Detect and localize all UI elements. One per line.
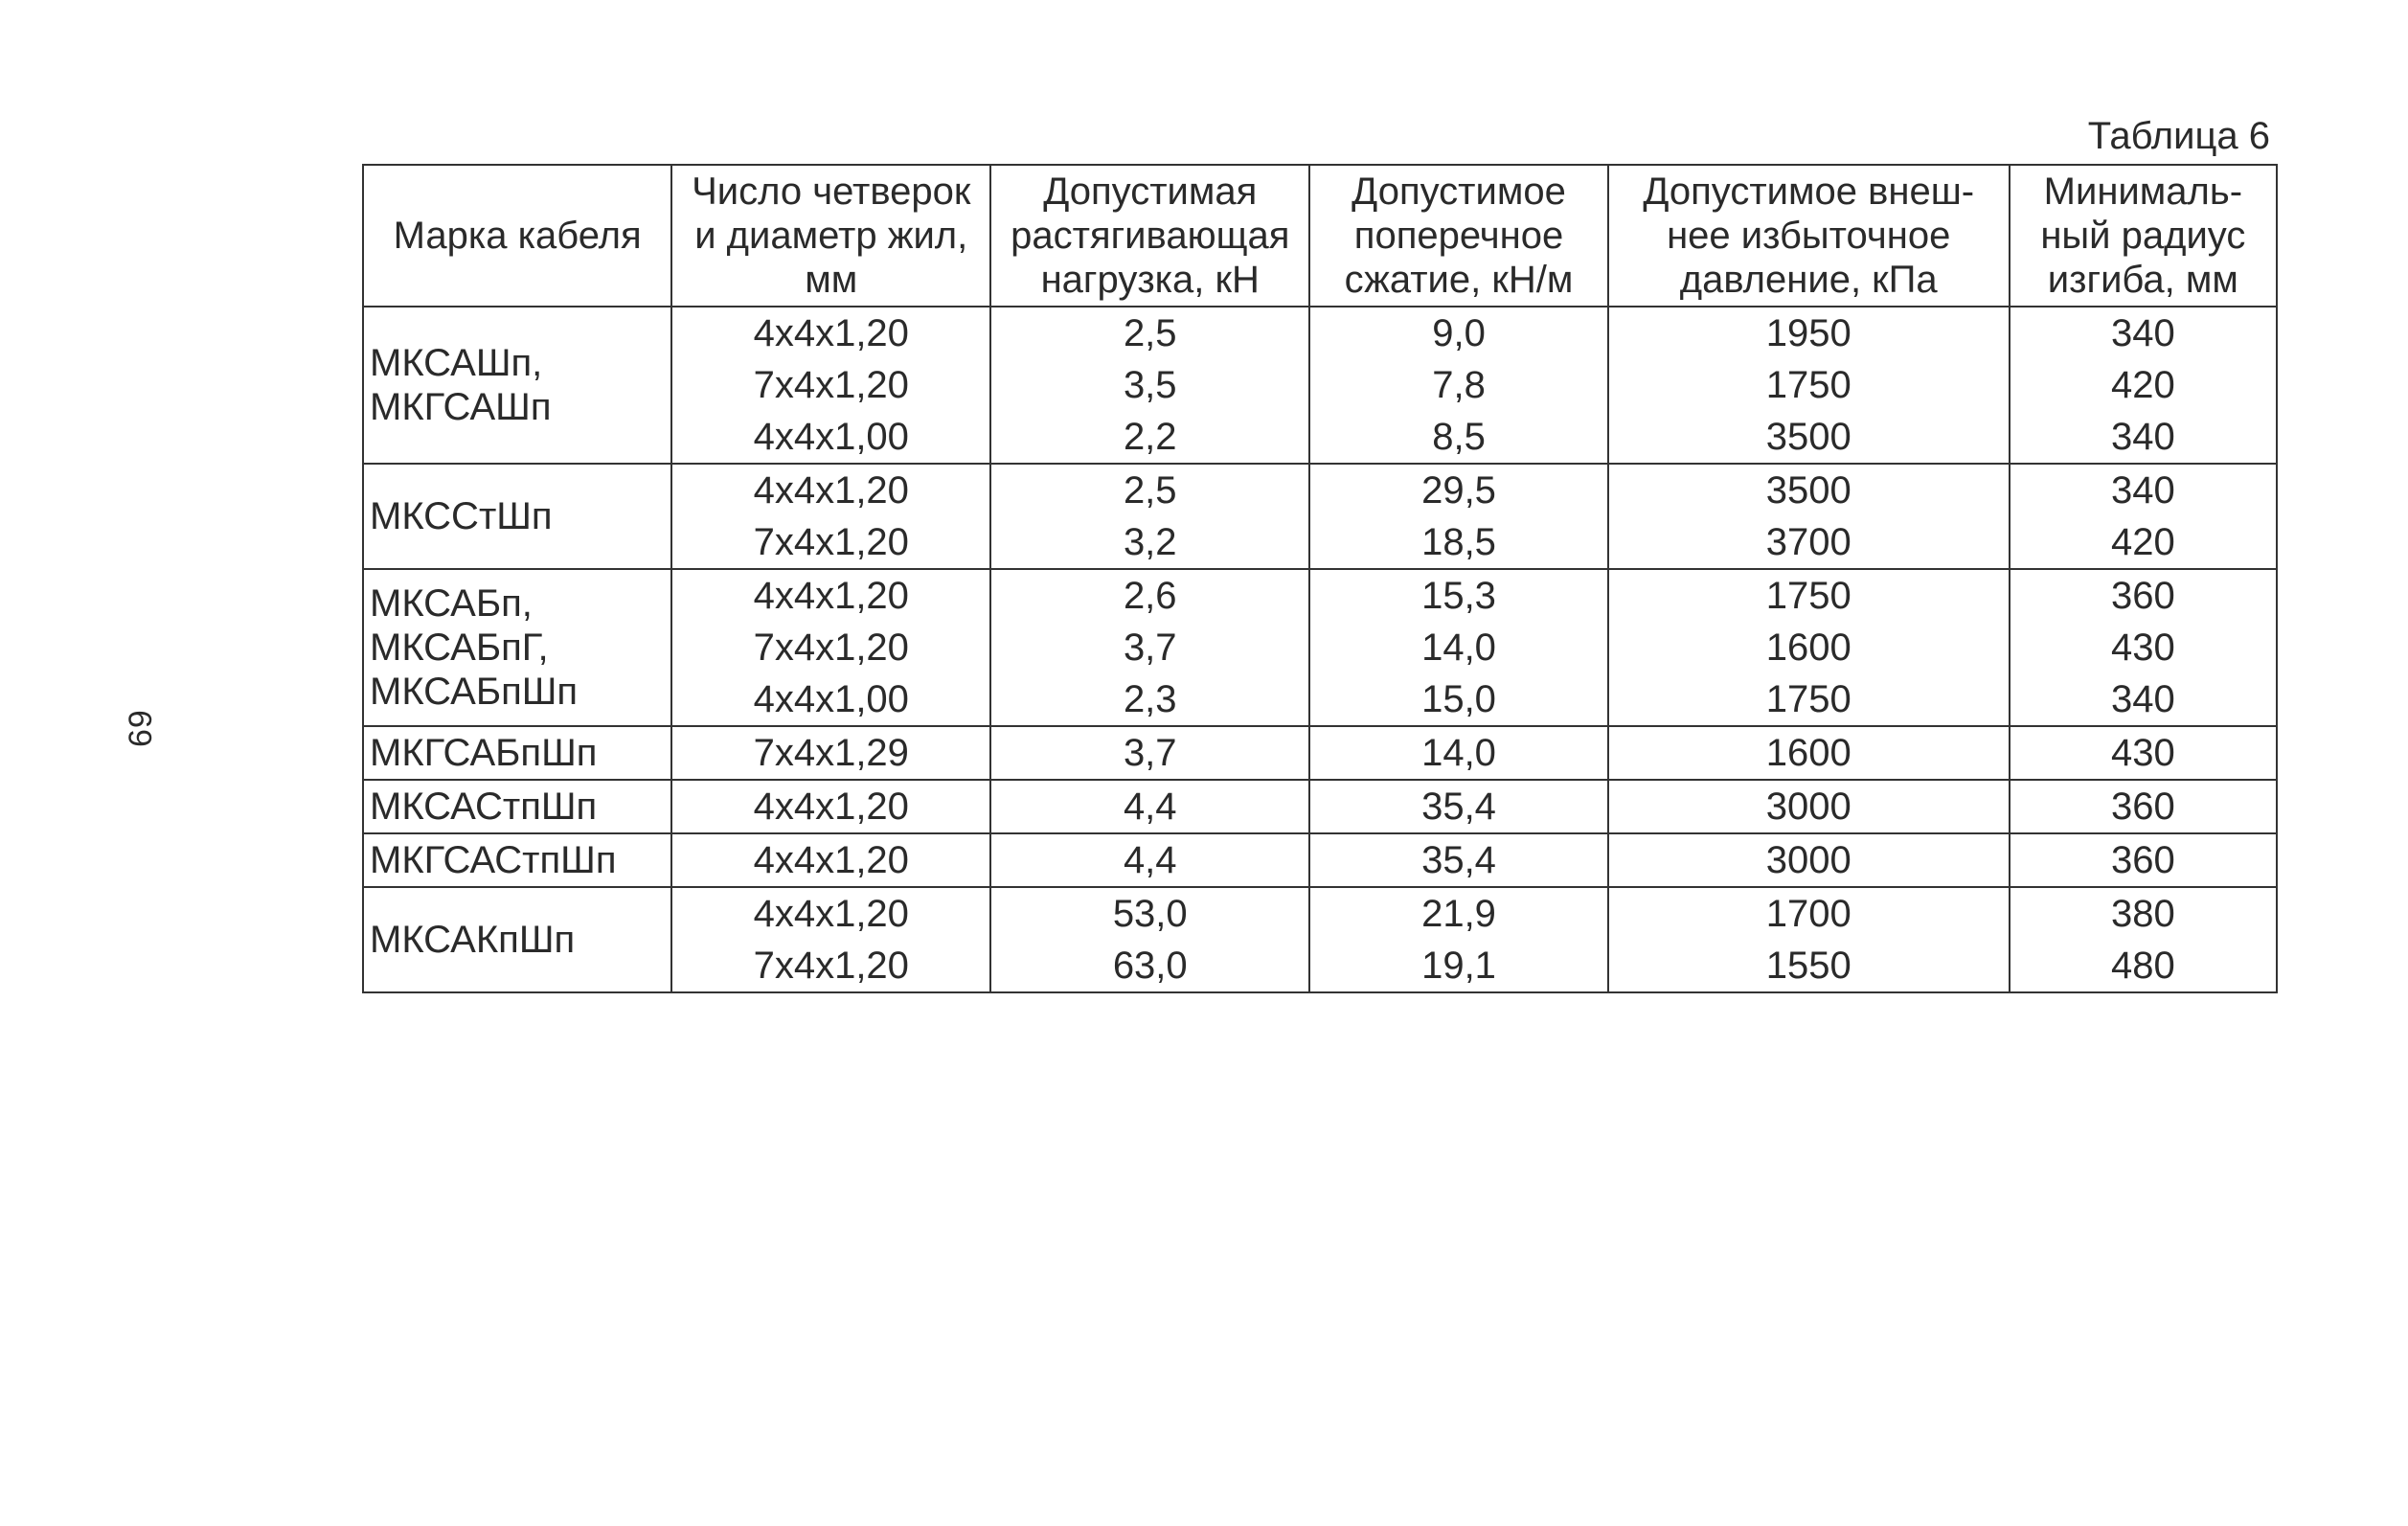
radius-cell: 420 [2010, 516, 2277, 569]
tensile-cell: 2,5 [990, 464, 1309, 516]
pressure-cell: 1550 [1608, 940, 2010, 992]
dia-cell: 4х4х1,20 [671, 887, 990, 940]
brand-cell: МКГСАСтпШп [363, 833, 671, 887]
pressure-cell: 1950 [1608, 307, 2010, 359]
pressure-cell: 1700 [1608, 887, 2010, 940]
brand-cell: МКСАКпШп [363, 887, 671, 992]
pressure-cell: 3000 [1608, 833, 2010, 887]
radius-cell: 340 [2010, 464, 2277, 516]
dia-cell: 7х4х1,29 [671, 726, 990, 780]
table-body: МКСАШп, МКГСАШп 4х4х1,20 2,5 9,0 1950 34… [363, 307, 2277, 992]
tensile-cell: 3,5 [990, 359, 1309, 411]
table-caption: Таблица 6 [362, 115, 2270, 158]
radius-cell: 340 [2010, 307, 2277, 359]
tensile-cell: 3,7 [990, 622, 1309, 673]
radius-cell: 360 [2010, 833, 2277, 887]
table-row: МКСАКпШп 4х4х1,20 53,0 21,9 1700 380 [363, 887, 2277, 940]
dia-cell: 4х4х1,20 [671, 780, 990, 833]
tensile-cell: 4,4 [990, 833, 1309, 887]
compress-cell: 19,1 [1309, 940, 1608, 992]
dia-cell: 4х4х1,00 [671, 411, 990, 464]
compress-cell: 35,4 [1309, 780, 1608, 833]
brand-cell: МКСАБп, МКСАБпГ, МКСАБпШп [363, 569, 671, 726]
col-header-brand: Марка кабеля [363, 165, 671, 307]
radius-cell: 430 [2010, 726, 2277, 780]
pressure-cell: 3500 [1608, 411, 2010, 464]
dia-cell: 4х4х1,20 [671, 464, 990, 516]
dia-cell: 7х4х1,20 [671, 516, 990, 569]
dia-cell: 4х4х1,20 [671, 307, 990, 359]
tensile-cell: 63,0 [990, 940, 1309, 992]
table-row: МКСАШп, МКГСАШп 4х4х1,20 2,5 9,0 1950 34… [363, 307, 2277, 359]
pressure-cell: 1750 [1608, 569, 2010, 622]
pressure-cell: 1600 [1608, 622, 2010, 673]
brand-cell: МКСАСтпШп [363, 780, 671, 833]
compress-cell: 15,0 [1309, 673, 1608, 726]
compress-cell: 7,8 [1309, 359, 1608, 411]
compress-cell: 14,0 [1309, 726, 1608, 780]
compress-cell: 21,9 [1309, 887, 1608, 940]
dia-cell: 4х4х1,00 [671, 673, 990, 726]
col-header-compress: Допустимое поперечное сжатие, кН/м [1309, 165, 1608, 307]
tensile-cell: 2,3 [990, 673, 1309, 726]
col-header-radius: Минималь- ный радиус изгиба, мм [2010, 165, 2277, 307]
tensile-cell: 2,2 [990, 411, 1309, 464]
compress-cell: 8,5 [1309, 411, 1608, 464]
page: 69 Таблица 6 Марка кабеля Число четверок… [0, 0, 2408, 1526]
radius-cell: 420 [2010, 359, 2277, 411]
col-header-tensile: Допустимая растягивающая нагрузка, кН [990, 165, 1309, 307]
tensile-cell: 4,4 [990, 780, 1309, 833]
dia-cell: 7х4х1,20 [671, 940, 990, 992]
radius-cell: 340 [2010, 673, 2277, 726]
pressure-cell: 3000 [1608, 780, 2010, 833]
dia-cell: 7х4х1,20 [671, 622, 990, 673]
compress-cell: 35,4 [1309, 833, 1608, 887]
dia-cell: 7х4х1,20 [671, 359, 990, 411]
compress-cell: 14,0 [1309, 622, 1608, 673]
pressure-cell: 1750 [1608, 359, 2010, 411]
table-row: МКГСАБпШп 7х4х1,29 3,7 14,0 1600 430 [363, 726, 2277, 780]
pressure-cell: 1600 [1608, 726, 2010, 780]
radius-cell: 380 [2010, 887, 2277, 940]
pressure-cell: 3500 [1608, 464, 2010, 516]
compress-cell: 15,3 [1309, 569, 1608, 622]
dia-cell: 4х4х1,20 [671, 833, 990, 887]
table-header-row: Марка кабеля Число четверок и диаметр жи… [363, 165, 2277, 307]
tensile-cell: 2,5 [990, 307, 1309, 359]
pressure-cell: 3700 [1608, 516, 2010, 569]
tensile-cell: 3,2 [990, 516, 1309, 569]
pressure-cell: 1750 [1608, 673, 2010, 726]
radius-cell: 340 [2010, 411, 2277, 464]
brand-cell: МКСАШп, МКГСАШп [363, 307, 671, 464]
page-number: 69 [123, 709, 160, 747]
tensile-cell: 3,7 [990, 726, 1309, 780]
compress-cell: 9,0 [1309, 307, 1608, 359]
tensile-cell: 53,0 [990, 887, 1309, 940]
table-row: МКССтШп 4х4х1,20 2,5 29,5 3500 340 [363, 464, 2277, 516]
table-row: МКСАСтпШп 4х4х1,20 4,4 35,4 3000 360 [363, 780, 2277, 833]
table-row: МКГСАСтпШп 4х4х1,20 4,4 35,4 3000 360 [363, 833, 2277, 887]
col-header-pressure: Допустимое внеш- нее избыточное давление… [1608, 165, 2010, 307]
table-container: Таблица 6 Марка кабеля Число четверок и … [362, 115, 2278, 993]
compress-cell: 29,5 [1309, 464, 1608, 516]
radius-cell: 480 [2010, 940, 2277, 992]
dia-cell: 4х4х1,20 [671, 569, 990, 622]
radius-cell: 360 [2010, 569, 2277, 622]
radius-cell: 360 [2010, 780, 2277, 833]
compress-cell: 18,5 [1309, 516, 1608, 569]
table-row: МКСАБп, МКСАБпГ, МКСАБпШп 4х4х1,20 2,6 1… [363, 569, 2277, 622]
col-header-dia: Число четверок и диаметр жил, мм [671, 165, 990, 307]
brand-cell: МКССтШп [363, 464, 671, 569]
radius-cell: 430 [2010, 622, 2277, 673]
cable-spec-table: Марка кабеля Число четверок и диаметр жи… [362, 164, 2278, 993]
brand-cell: МКГСАБпШп [363, 726, 671, 780]
tensile-cell: 2,6 [990, 569, 1309, 622]
